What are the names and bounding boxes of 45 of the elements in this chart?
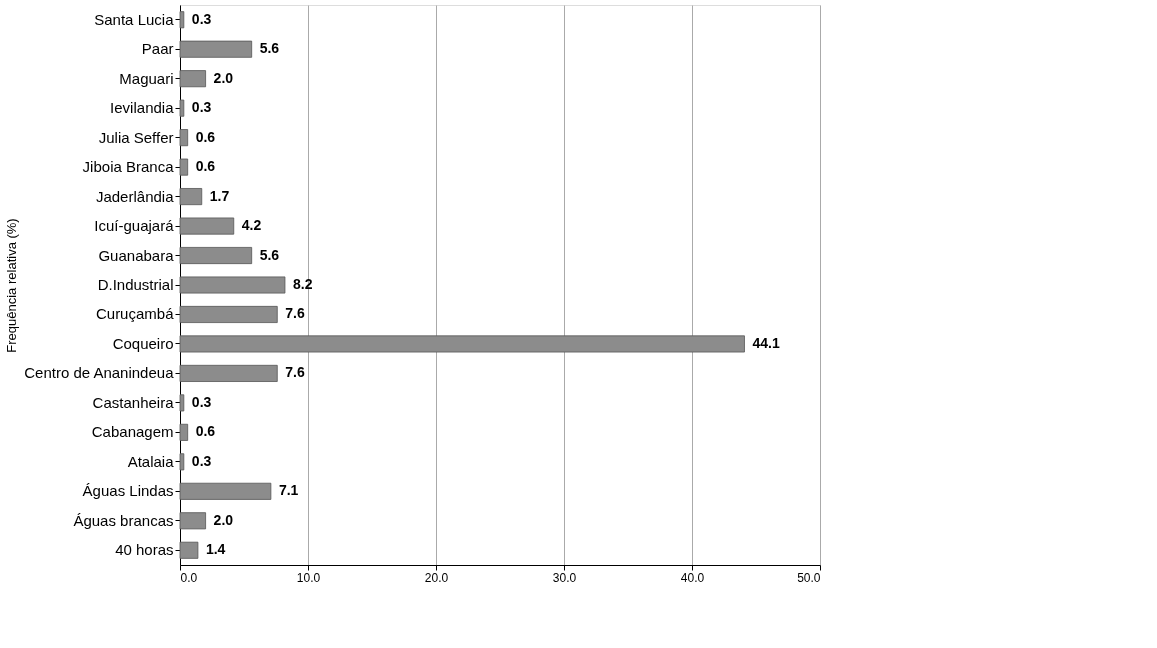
data-label: 5.6 — [259, 246, 280, 263]
y-tick-label: Icuí-guajará — [94, 217, 175, 235]
y-tick-label: Jaderlândia — [95, 187, 175, 205]
y-tick-label: Julia Seffer — [98, 128, 174, 146]
data-label: 2.0 — [213, 511, 234, 528]
y-tick-label: Ievilandia — [110, 99, 175, 117]
y-tick-label: Paar — [141, 40, 174, 58]
x-tick-label: 50.0 — [797, 570, 821, 585]
x-tick-label: 0.0 — [180, 570, 198, 585]
x-tick-label: 10.0 — [296, 570, 321, 585]
data-label: 7.1 — [278, 482, 299, 499]
x-tick-label: 20.0 — [424, 570, 449, 585]
y-tick-label: Águas Lindas — [82, 482, 174, 500]
y-tick-label: Curuçambá — [95, 305, 175, 323]
data-label: 0.3 — [191, 10, 212, 27]
data-label: 5.6 — [259, 40, 280, 57]
y-axis-title: Frequência relativa (%) — [4, 218, 20, 353]
data-label: 7.6 — [285, 305, 305, 322]
data-label: 7.6 — [285, 364, 305, 381]
y-tick-label: Castanheira — [92, 393, 175, 411]
y-tick-label: Jiboia Branca — [82, 158, 175, 176]
data-label: 0.6 — [195, 423, 216, 440]
y-tick-label: 40 horas — [115, 541, 174, 559]
data-label: 44.1 — [752, 334, 780, 351]
y-tick-label: Atalaia — [127, 452, 175, 470]
x-tick-label: 30.0 — [552, 570, 577, 585]
y-tick-label: Cabanagem — [91, 423, 174, 441]
data-label: 0.3 — [191, 452, 212, 469]
data-label: 0.6 — [195, 128, 216, 145]
y-tick-label: Coqueiro — [112, 334, 174, 352]
data-label: 0.3 — [191, 393, 212, 410]
data-label: 0.3 — [191, 99, 212, 116]
data-label: 2.0 — [213, 69, 234, 86]
y-tick-label: Santa Lucia — [94, 10, 175, 28]
data-label: 1.4 — [205, 541, 226, 558]
y-tick-label: Centro de Ananindeua — [24, 364, 175, 382]
data-label: 0.6 — [195, 158, 216, 175]
data-label: 8.2 — [292, 276, 313, 292]
data-label: 1.7 — [209, 187, 230, 204]
x-tick-label: 40.0 — [680, 570, 705, 585]
y-tick-label: D.Industrial — [97, 276, 174, 293]
y-tick-label: Águas brancas — [73, 511, 174, 529]
y-tick-label: Guanabara — [98, 246, 175, 264]
y-tick-label: Maguari — [119, 69, 174, 87]
data-label: 4.2 — [241, 217, 262, 234]
